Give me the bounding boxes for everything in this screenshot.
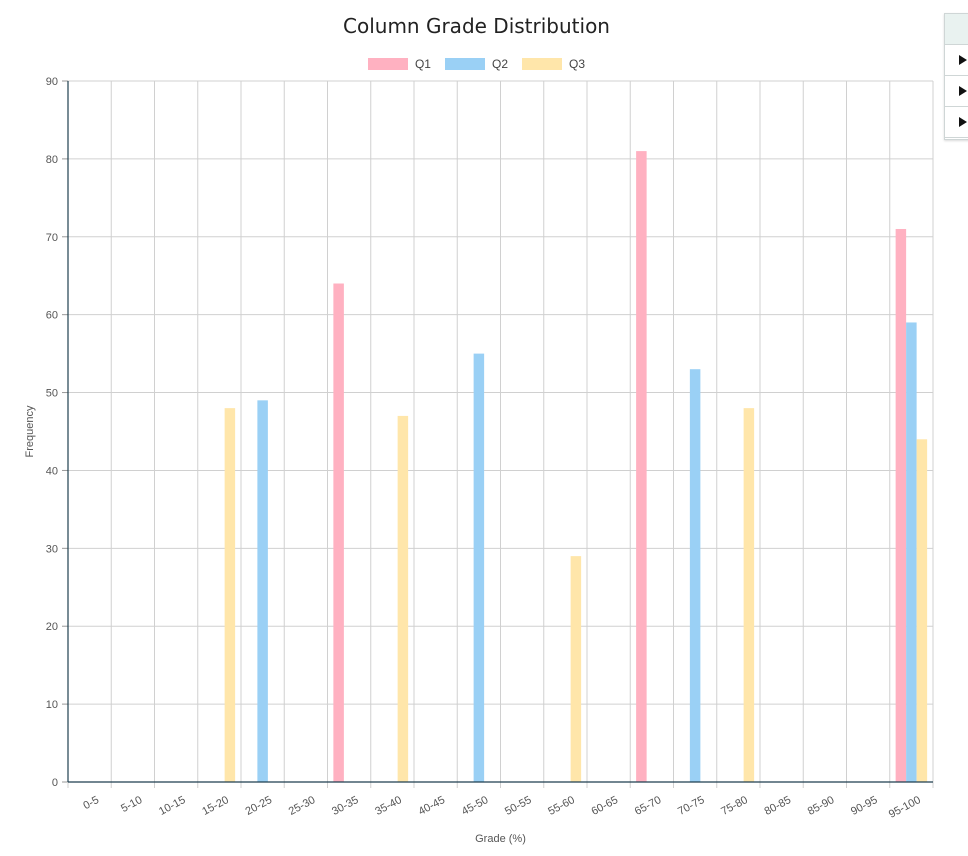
x-tick-label: 15-20 xyxy=(200,794,230,818)
x-tick-label: 0-5 xyxy=(81,794,101,812)
y-tick-label: 30 xyxy=(46,543,58,555)
x-tick-label: 50-55 xyxy=(503,794,533,818)
side-panel xyxy=(944,13,968,140)
y-tick-label: 60 xyxy=(46,310,58,322)
chart-title: Column Grade Distribution xyxy=(343,14,610,38)
bar-q3 xyxy=(743,408,755,782)
x-tick-label: 25-30 xyxy=(287,794,317,818)
bar-q3 xyxy=(397,415,409,782)
y-tick-label: 70 xyxy=(46,232,58,244)
y-tick-label: 0 xyxy=(52,777,58,789)
x-axis-title: Grade (%) xyxy=(475,833,526,845)
x-tick-label: 70-75 xyxy=(676,794,706,818)
x-tick-label: 80-85 xyxy=(763,794,793,818)
legend-item[interactable]: Q3 xyxy=(522,57,585,71)
y-tick-label: 50 xyxy=(46,388,58,400)
x-tick-label: 75-80 xyxy=(719,794,749,818)
legend-item[interactable]: Q1 xyxy=(367,57,431,71)
y-tick-label: 40 xyxy=(46,465,58,477)
x-tick-label: 45-50 xyxy=(460,794,490,818)
chart-legend: Q1 Q2 Q3 xyxy=(0,57,953,71)
x-tick-label: 5-10 xyxy=(119,794,144,815)
legend-swatch xyxy=(367,58,408,70)
expand-arrow-icon[interactable] xyxy=(959,86,967,96)
x-tick-label: 55-60 xyxy=(546,794,576,818)
y-axis-title: Frequency xyxy=(24,405,36,457)
legend-item[interactable]: Q2 xyxy=(444,57,508,71)
legend-label: Q3 xyxy=(569,57,586,71)
x-tick-label: 10-15 xyxy=(157,794,187,818)
side-panel-row[interactable] xyxy=(945,76,968,107)
bar-q1 xyxy=(333,283,344,782)
legend-swatch xyxy=(522,58,562,70)
x-tick-label: 65-70 xyxy=(633,794,663,818)
y-tick-label: 10 xyxy=(46,699,58,711)
x-tick-label: 40-45 xyxy=(417,794,447,818)
bar-q3 xyxy=(916,439,928,782)
expand-arrow-icon[interactable] xyxy=(959,117,967,127)
bar-q1 xyxy=(636,151,647,783)
x-tick-label: 90-95 xyxy=(849,794,879,818)
x-tick-label: 35-40 xyxy=(373,794,403,818)
legend-swatch xyxy=(444,58,485,70)
x-tick-label: 95-100 xyxy=(887,794,923,821)
x-tick-label: 20-25 xyxy=(244,794,274,818)
x-tick-label: 60-65 xyxy=(590,794,620,818)
bar-q2 xyxy=(689,369,701,782)
side-panel-header xyxy=(945,14,968,45)
bar-q2 xyxy=(473,353,485,782)
y-tick-label: 20 xyxy=(46,621,58,633)
legend-label: Q1 xyxy=(414,57,431,71)
y-tick-label: 80 xyxy=(46,154,58,166)
legend-label: Q2 xyxy=(491,57,508,71)
expand-arrow-icon[interactable] xyxy=(959,55,967,65)
bar-q3 xyxy=(224,408,236,782)
bar-q2 xyxy=(257,400,268,782)
side-panel-row[interactable] xyxy=(945,45,968,76)
bar-q3 xyxy=(570,556,582,782)
x-tick-label: 85-90 xyxy=(806,794,836,818)
bar-q2 xyxy=(906,322,917,782)
x-tick-label: 30-35 xyxy=(330,794,360,818)
y-tick-label: 90 xyxy=(46,76,58,88)
bar-q1 xyxy=(895,228,907,782)
side-panel-row[interactable] xyxy=(945,107,968,138)
